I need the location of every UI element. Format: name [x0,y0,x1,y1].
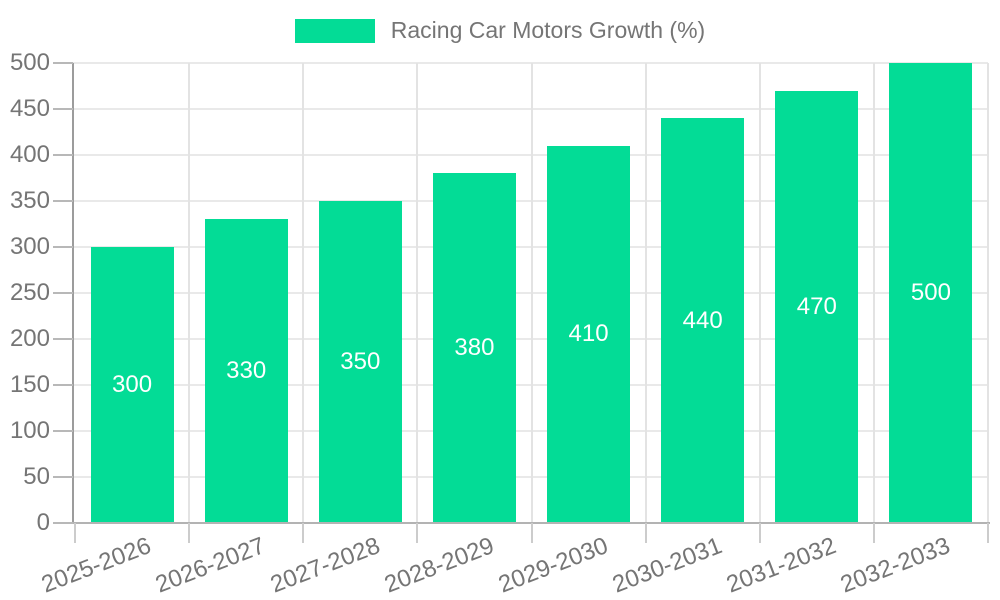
bar-2029-2030[interactable] [547,145,631,523]
y-axis-label: 400 [9,141,50,168]
bar-value-label: 470 [796,292,837,320]
x-gridline [644,63,647,523]
y-axis-label: 0 [36,509,50,536]
y-gridline [66,292,988,294]
y-axis-label: 450 [9,95,50,122]
y-axis-tick [53,62,73,64]
bar-2026-2027[interactable] [204,219,288,523]
bar-value-label: 350 [340,348,381,375]
y-axis-label: 250 [9,279,50,306]
y-axis-tick [53,430,73,432]
legend-swatch [294,18,375,43]
y-gridline [66,154,988,156]
x-axis-label: 2031-2032 [722,532,840,599]
bar-2028-2029[interactable] [432,173,516,523]
y-axis-tick [53,384,73,386]
bar-value-label: 330 [226,357,267,385]
bar-2030-2031[interactable] [661,118,745,523]
bar-value-label: 440 [682,306,723,334]
y-gridline [66,108,988,110]
y-axis-label: 350 [9,187,50,214]
y-gridline [66,62,988,64]
x-gridline [188,63,191,523]
y-axis-tick [53,338,73,340]
x-gridline [416,63,419,523]
y-axis-tick [53,154,73,156]
x-gridline [302,63,305,523]
y-axis-tick [53,108,73,110]
y-gridline [66,200,988,202]
legend-label: Racing Car Motors Growth (%) [390,17,706,43]
y-axis-tick [53,522,73,524]
x-axis-tick [644,523,647,543]
y-axis-label: 150 [9,371,50,398]
y-gridline [66,476,988,478]
y-axis-label: 50 [23,463,50,490]
x-axis-label: 2028-2029 [380,532,498,599]
bar-2032-2033[interactable] [889,63,973,523]
bar-value-label: 410 [568,320,609,348]
y-axis-line [72,63,74,523]
bar-2031-2032[interactable] [775,90,859,523]
x-axis-tick [872,523,875,543]
bar-value-label: 380 [454,334,495,362]
x-axis-line [53,522,990,524]
y-gridline [66,430,988,432]
x-axis-tick [74,523,76,543]
x-axis-label: 2026-2027 [152,532,270,599]
y-axis-label: 200 [9,325,50,352]
y-axis-label: 500 [9,49,50,76]
x-axis-tick [188,523,191,543]
x-gridline [987,63,989,523]
x-gridline [758,63,761,523]
x-axis-tick [416,523,419,543]
y-axis-tick [53,292,73,294]
bar-value-label: 300 [112,371,153,398]
x-axis-tick [758,523,761,543]
y-axis-tick [53,200,73,202]
y-axis-tick [53,476,73,478]
x-axis-label: 2027-2028 [266,532,384,599]
x-axis-label: 2025-2026 [38,532,156,599]
x-gridline [530,63,533,523]
x-axis-tick [987,523,989,543]
bar-2027-2028[interactable] [318,201,402,523]
x-axis-tick [530,523,533,543]
y-gridline [66,246,988,248]
bar-2025-2026[interactable] [90,247,174,523]
y-gridline [66,384,988,386]
x-axis-label: 2029-2030 [494,532,612,599]
y-axis-label: 300 [9,233,50,260]
x-axis-label: 2030-2031 [608,532,726,599]
y-gridline [66,338,988,340]
bar-value-label: 500 [910,279,951,306]
x-axis-label: 2032-2033 [837,532,954,599]
legend-item[interactable]: Racing Car Motors Growth (%) [0,17,1000,44]
y-axis-tick [53,246,73,248]
x-axis-tick [302,523,305,543]
x-gridline [872,63,875,523]
y-axis-label: 100 [9,417,50,444]
